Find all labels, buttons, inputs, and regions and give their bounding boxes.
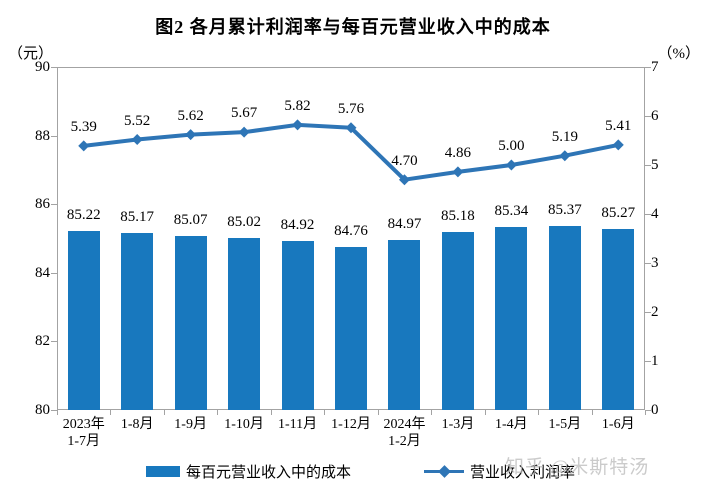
- right-axis-tick: [645, 214, 651, 215]
- left-axis-tick: [51, 410, 57, 411]
- x-axis-category-label: 1-8月: [120, 417, 154, 432]
- cost-bar: [388, 239, 421, 410]
- left-axis-tick: [51, 67, 57, 68]
- right-axis-tick-label: 3: [651, 255, 659, 271]
- bar-value-label: 84.92: [280, 217, 315, 234]
- x-axis-tick: [163, 410, 165, 415]
- left-axis-tick-label: 88: [35, 127, 50, 144]
- right-axis-unit-label: （%）: [657, 46, 701, 62]
- legend-item-profit-line: 营业收入利润率: [424, 461, 575, 482]
- bar-value-label: 85.22: [66, 206, 101, 223]
- x-axis-category-label: 1-12月: [331, 417, 371, 432]
- x-axis-tick: [591, 410, 593, 415]
- x-axis-tick: [484, 410, 486, 415]
- bar-value-label: 84.76: [334, 222, 368, 239]
- cost-bar: [67, 230, 100, 410]
- bar-value-label: 85.34: [494, 202, 529, 219]
- bar-value-label: 84.97: [387, 215, 422, 232]
- x-axis-category-label: 1-4月: [495, 417, 528, 432]
- legend-label-cost: 每百元营业收入中的成本: [186, 465, 352, 481]
- x-axis-category-label: 1-6月: [601, 417, 635, 432]
- bar-value-label: 85.27: [601, 205, 636, 222]
- bar-value-label: 85.17: [120, 208, 155, 225]
- cost-bar: [121, 232, 154, 410]
- x-axis-category-label: 2023年 1-7月: [62, 417, 105, 449]
- right-axis-tick: [645, 165, 651, 166]
- line-value-label: 5.76: [337, 100, 365, 117]
- cost-bar: [548, 225, 581, 410]
- bar-value-label: 85.37: [547, 201, 582, 218]
- cost-bar: [335, 246, 367, 410]
- left-axis-tick: [51, 341, 57, 343]
- line-value-label: 5.39: [70, 118, 97, 135]
- line-value-label: 5.41: [605, 117, 632, 134]
- left-axis-tick-label: 80: [35, 402, 50, 418]
- x-axis-tick: [538, 410, 540, 415]
- cost-bar: [174, 236, 207, 410]
- right-axis-tick-label: 6: [651, 108, 659, 124]
- x-axis-category-label: 1-10月: [224, 417, 264, 432]
- line-value-label: 4.86: [444, 144, 472, 161]
- right-axis-tick: [645, 116, 651, 117]
- line-value-label: 5.19: [551, 128, 578, 145]
- right-axis-tick-label: 2: [651, 304, 659, 320]
- x-axis-category-label: 1-11月: [277, 417, 318, 432]
- right-axis-tick-label: 7: [651, 59, 659, 75]
- line-value-label: 5.52: [124, 112, 151, 129]
- left-axis-tick-label: 84: [35, 264, 50, 281]
- x-axis-tick: [431, 410, 433, 415]
- x-axis-category-label: 1-3月: [441, 417, 475, 432]
- cost-bar: [281, 241, 314, 410]
- left-axis-tick: [51, 135, 57, 137]
- line-value-label: 4.70: [391, 152, 418, 169]
- right-axis-tick-label: 5: [651, 157, 659, 173]
- right-axis-tick-label: 0: [651, 402, 659, 418]
- bar-value-label: 85.18: [441, 208, 475, 225]
- x-axis-tick: [57, 410, 58, 415]
- left-axis-tick: [51, 204, 57, 206]
- right-axis-tick: [645, 67, 651, 68]
- watermark: 知乎 @米斯特汤: [505, 457, 650, 478]
- line-value-label: 5.00: [498, 138, 525, 154]
- left-axis-tick-label: 90: [35, 59, 50, 75]
- bar-series-swatch-icon: [146, 466, 180, 477]
- right-axis-tick: [645, 263, 651, 264]
- x-axis-tick: [645, 410, 646, 415]
- x-axis-tick: [217, 410, 219, 415]
- line-value-label: 5.62: [177, 107, 204, 124]
- bar-value-label: 85.02: [227, 213, 261, 230]
- left-axis-tick-label: 86: [35, 196, 50, 213]
- x-axis-tick: [270, 410, 272, 415]
- cost-bar: [228, 237, 261, 410]
- line-value-label: 5.67: [230, 105, 258, 122]
- right-axis-tick-label: 4: [651, 206, 659, 222]
- x-axis-category-label: 1-9月: [174, 417, 207, 432]
- x-axis-tick: [324, 410, 326, 415]
- bar-value-label: 85.07: [173, 212, 208, 229]
- left-axis-tick-label: 82: [35, 333, 50, 350]
- cost-bar: [441, 232, 474, 410]
- cost-bar: [495, 226, 528, 410]
- line-value-label: 5.82: [284, 97, 311, 114]
- legend-item-cost-bars: 每百元营业收入中的成本: [146, 461, 351, 482]
- x-axis-tick: [377, 410, 379, 415]
- x-axis-category-label: 2024年 1-2月: [383, 417, 426, 449]
- left-axis-unit-label: （元）: [8, 46, 54, 62]
- left-axis-tick: [51, 272, 57, 274]
- cost-bar: [602, 229, 635, 410]
- x-axis-category-label: 1-5月: [548, 417, 582, 432]
- right-axis-tick: [645, 312, 651, 313]
- x-axis-tick: [110, 410, 112, 415]
- right-axis-tick-label: 1: [651, 353, 659, 369]
- line-series-swatch-icon: [424, 465, 464, 478]
- chart-title: 图2 各月累计利润率与每百元营业收入中的成本: [155, 17, 551, 37]
- legend-label-profit: 营业收入利润率: [470, 465, 576, 481]
- right-axis-tick: [645, 361, 651, 362]
- right-axis-tick: [645, 410, 651, 411]
